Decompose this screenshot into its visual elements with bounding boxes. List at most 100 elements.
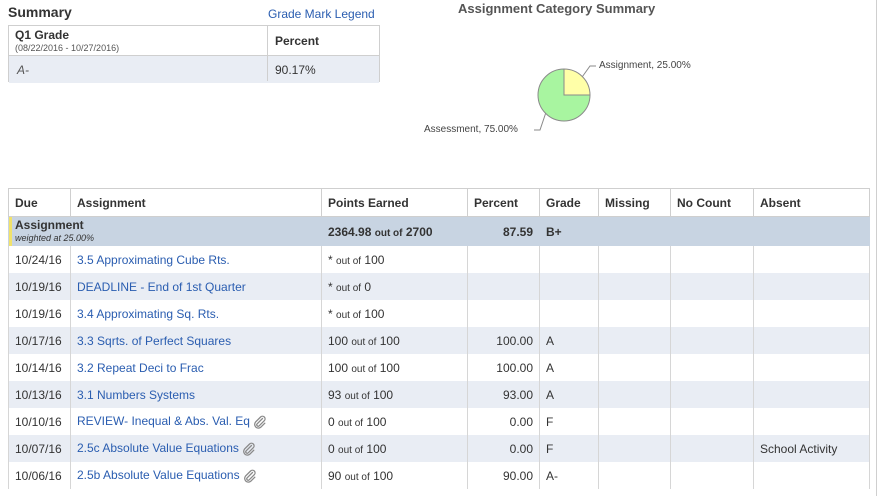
percent-header: Percent xyxy=(275,34,320,48)
assignment-link[interactable]: 3.3 Sqrts. of Perfect Squares xyxy=(77,333,232,348)
assignments-table: Due Assignment Points Earned Percent Gra… xyxy=(8,188,870,489)
assignment-link[interactable]: 3.2 Repeat Deci to Frac xyxy=(77,360,204,375)
grade-value xyxy=(539,246,599,273)
points-earned: * out of 100 xyxy=(321,300,468,327)
category-percent: 87.59 xyxy=(467,216,540,246)
table-row: 10/14/16 3.2 Repeat Deci to Frac 100 out o… xyxy=(8,354,870,381)
grade-value-row: A- 90.17% xyxy=(9,56,379,83)
category-pie-chart: Assignment, 25.00% Assessment, 75.00% xyxy=(410,40,710,150)
assignment-link[interactable]: 2.5b Absolute Value Equations xyxy=(77,468,240,483)
pie-label-assessment: Assessment, 75.00% xyxy=(424,124,518,135)
missing-value xyxy=(598,300,671,327)
absent-value xyxy=(753,462,870,489)
paperclip-icon[interactable] xyxy=(253,415,267,429)
due-date: 10/06/16 xyxy=(8,462,71,489)
points-earned-value: 100 xyxy=(328,360,349,375)
category-out-of: out of xyxy=(374,227,403,239)
points-total-value: 100 xyxy=(364,306,385,321)
assignment-link[interactable]: 2.5c Absolute Value Equations xyxy=(77,441,239,456)
points-total-value: 100 xyxy=(379,333,400,348)
quarter-grade-label: Q1 Grade xyxy=(15,28,70,42)
category-absent xyxy=(753,216,870,246)
table-row: 10/06/16 2.5b Absolute Value Equations 90 … xyxy=(8,462,870,489)
grade-value: A xyxy=(539,354,599,381)
assignment-link[interactable]: 3.1 Numbers Systems xyxy=(77,387,196,402)
absent-value xyxy=(753,381,870,408)
absent-value xyxy=(753,408,870,435)
grade-mark-legend-link[interactable]: Grade Mark Legend xyxy=(268,7,375,21)
points-total-value: 100 xyxy=(364,252,385,267)
header-absent[interactable]: Absent xyxy=(753,188,870,217)
points-earned: 0 out of 100 xyxy=(321,435,468,462)
missing-value xyxy=(598,327,671,354)
no-count-value xyxy=(670,462,754,489)
percent-value: 0.00 xyxy=(467,435,540,462)
due-date: 10/19/16 xyxy=(8,300,71,327)
table-row: 10/19/16 3.4 Approximating Sq. Rts. * out … xyxy=(8,300,870,327)
percent-value: 90.00 xyxy=(467,462,540,489)
assignment-cell: 3.5 Approximating Cube Rts. xyxy=(70,246,322,273)
pie-leader-line-assessment xyxy=(534,113,547,131)
percent-value: 100.00 xyxy=(467,354,540,381)
points-earned-value: 0 xyxy=(328,441,335,456)
assignment-link[interactable]: REVIEW- Inequal & Abs. Val. Eq xyxy=(77,414,250,429)
category-no-count xyxy=(670,216,754,246)
missing-value xyxy=(598,435,671,462)
absent-value xyxy=(753,246,870,273)
points-earned-value: * xyxy=(328,252,333,267)
points-earned: 100 out of 100 xyxy=(321,327,468,354)
points-earned-value: 93 xyxy=(328,387,342,402)
header-points-earned[interactable]: Points Earned xyxy=(321,188,468,217)
assignment-cell: 2.5c Absolute Value Equations xyxy=(70,435,322,462)
grade-value: F xyxy=(539,435,599,462)
paperclip-icon[interactable] xyxy=(242,442,256,456)
points-earned: * out of 0 xyxy=(321,273,468,300)
assignment-cell: 2.5b Absolute Value Equations xyxy=(70,462,322,489)
percent-value xyxy=(467,273,540,300)
header-assignment[interactable]: Assignment xyxy=(70,188,322,217)
grade-value xyxy=(539,273,599,300)
absent-value xyxy=(753,327,870,354)
grade-value xyxy=(539,300,599,327)
absent-value xyxy=(753,354,870,381)
points-total-value: 100 xyxy=(373,468,394,483)
category-weight: weighted at 25.00% xyxy=(15,233,95,243)
percent-value: 100.00 xyxy=(467,327,540,354)
missing-value xyxy=(598,381,671,408)
missing-value xyxy=(598,408,671,435)
assignment-cell: 3.4 Approximating Sq. Rts. xyxy=(70,300,322,327)
assignment-link[interactable]: 3.5 Approximating Cube Rts. xyxy=(77,252,230,267)
points-out-of: out of xyxy=(344,390,370,402)
quarter-grade-value: A- xyxy=(17,63,29,77)
missing-value xyxy=(598,354,671,381)
no-count-value xyxy=(670,246,754,273)
header-grade[interactable]: Grade xyxy=(539,188,599,217)
grade-header-row: Q1 Grade (08/22/2016 - 10/27/2016) Perce… xyxy=(9,26,379,56)
header-no-count[interactable]: No Count xyxy=(670,188,754,217)
percent-value xyxy=(467,246,540,273)
table-row: 10/24/16 3.5 Approximating Cube Rts. * out… xyxy=(8,246,870,273)
assignment-link[interactable]: DEADLINE - End of 1st Quarter xyxy=(77,279,246,294)
category-marker xyxy=(9,217,12,246)
category-points-total: 2700 xyxy=(405,224,433,239)
percent-value: 93.00 xyxy=(467,381,540,408)
points-total-value: 100 xyxy=(373,387,394,402)
header-due[interactable]: Due xyxy=(8,188,71,217)
paperclip-icon[interactable] xyxy=(243,469,257,483)
due-date: 10/17/16 xyxy=(8,327,71,354)
points-earned-value: 100 xyxy=(328,333,349,348)
assignment-link[interactable]: 3.4 Approximating Sq. Rts. xyxy=(77,306,220,321)
missing-value xyxy=(598,246,671,273)
header-missing[interactable]: Missing xyxy=(598,188,671,217)
points-earned: 100 out of 100 xyxy=(321,354,468,381)
absent-value xyxy=(753,300,870,327)
no-count-value xyxy=(670,354,754,381)
assignment-cell: DEADLINE - End of 1st Quarter xyxy=(70,273,322,300)
points-out-of: out of xyxy=(336,309,362,321)
header-percent[interactable]: Percent xyxy=(467,188,540,217)
assignment-cell: REVIEW- Inequal & Abs. Val. Eq xyxy=(70,408,322,435)
category-name-cell: Assignment weighted at 25.00% xyxy=(8,216,322,246)
grade-value: A xyxy=(539,327,599,354)
points-earned: 0 out of 100 xyxy=(321,408,468,435)
points-total-value: 100 xyxy=(366,441,387,456)
